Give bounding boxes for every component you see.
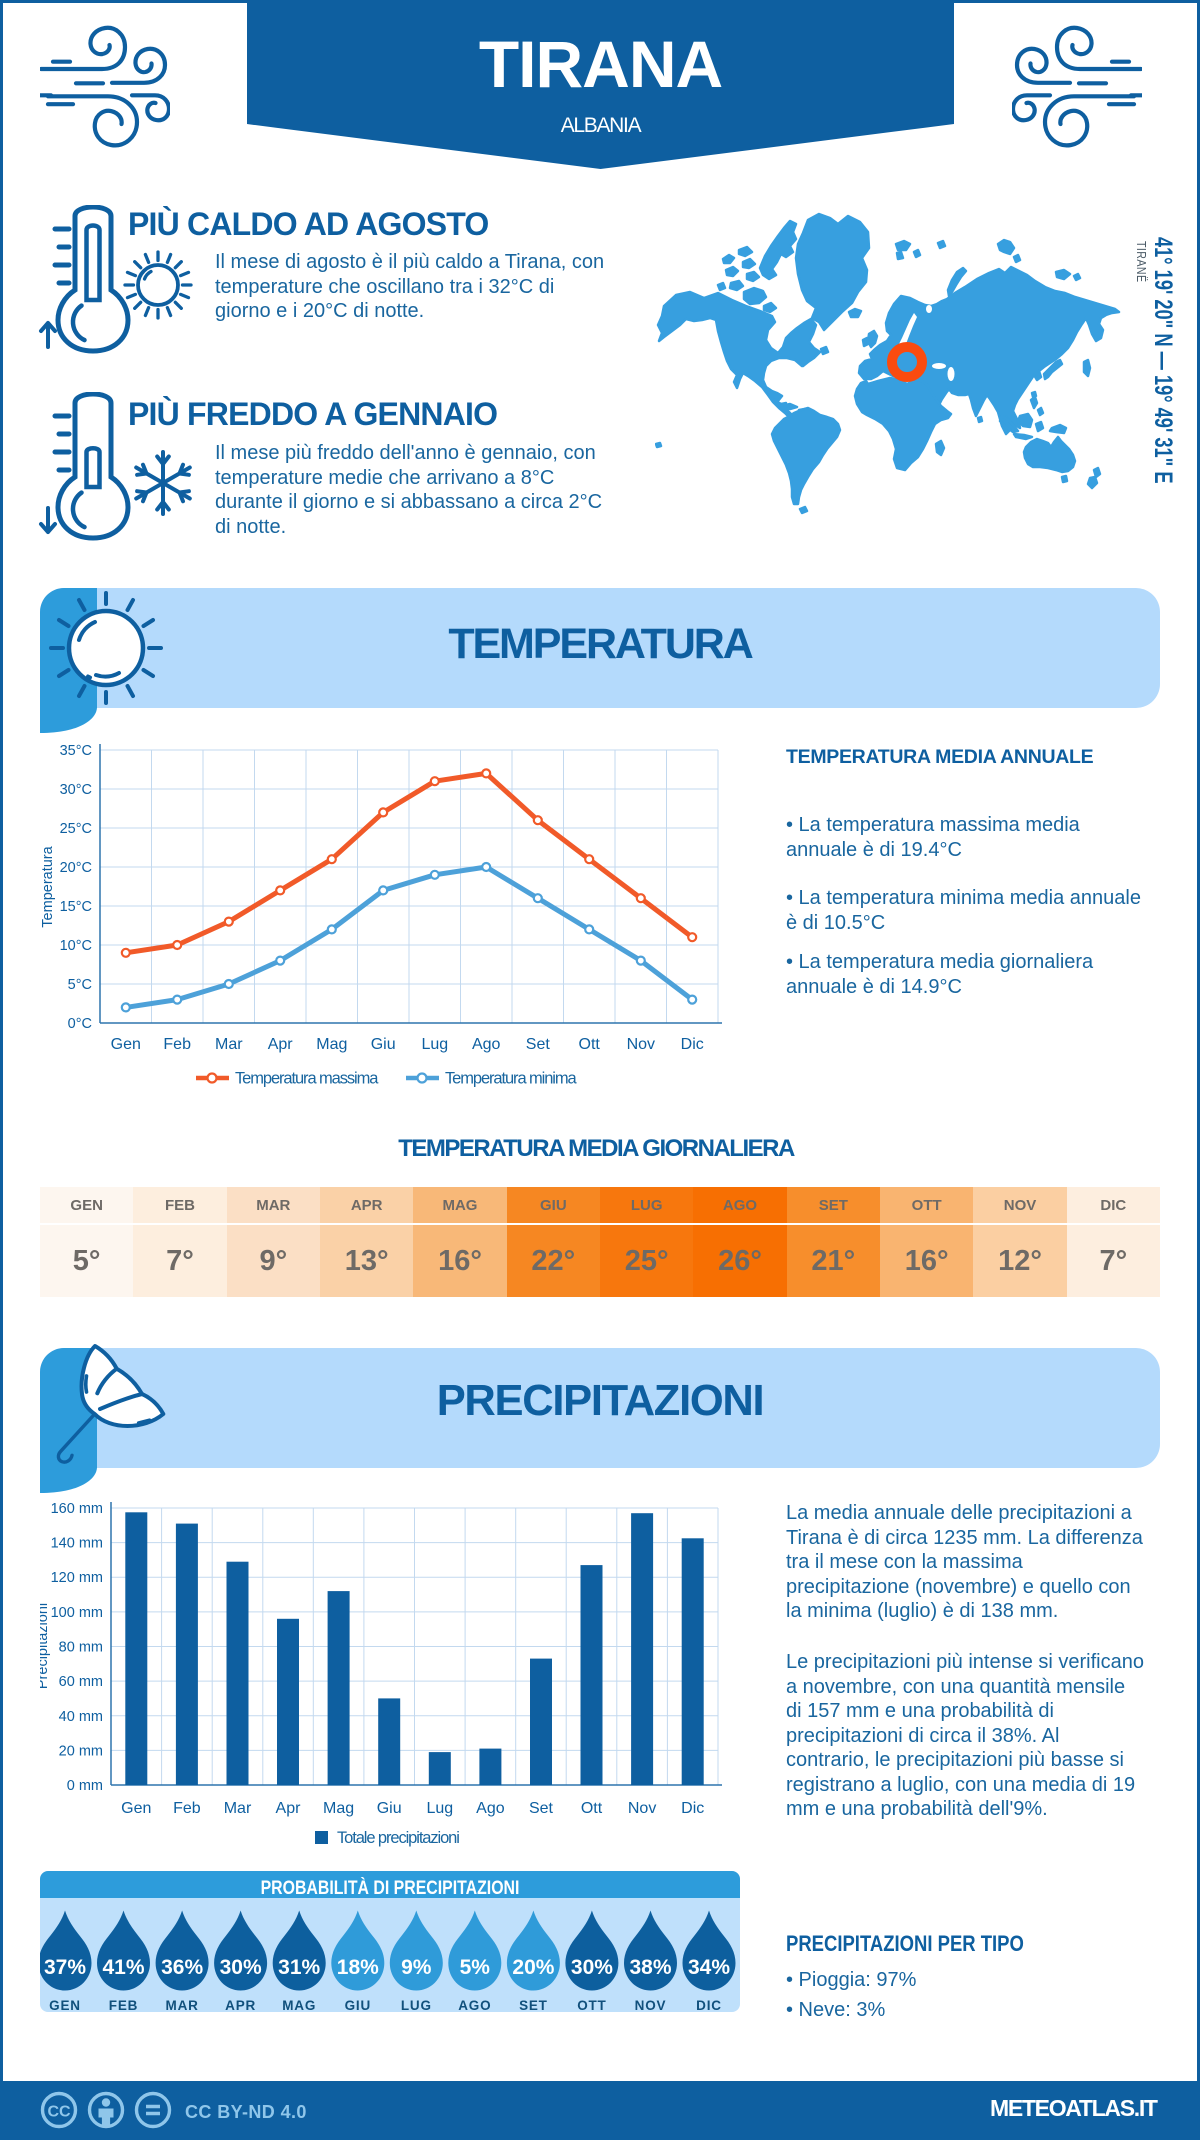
svg-text:Ago: Ago bbox=[472, 1036, 501, 1053]
svg-text:36%: 36% bbox=[161, 1956, 203, 1979]
svg-text:Nov: Nov bbox=[627, 1036, 655, 1053]
svg-text:Feb: Feb bbox=[173, 1800, 201, 1817]
svg-text:0°C: 0°C bbox=[68, 1016, 92, 1032]
svg-text:5%: 5% bbox=[460, 1956, 491, 1979]
svg-text:37%: 37% bbox=[44, 1956, 86, 1979]
svg-text:Totale precipitazioni: Totale precipitazioni bbox=[337, 1829, 459, 1847]
svg-text:30%: 30% bbox=[220, 1956, 262, 1979]
svg-text:MAR: MAR bbox=[166, 1998, 199, 2012]
svg-text:APR: APR bbox=[225, 1998, 256, 2012]
svg-text:Precipitazioni: Precipitazioni bbox=[40, 1603, 51, 1689]
svg-text:Set: Set bbox=[526, 1036, 551, 1053]
svg-text:Ago: Ago bbox=[476, 1800, 505, 1817]
svg-text:41%: 41% bbox=[102, 1956, 144, 1979]
svg-text:Lug: Lug bbox=[426, 1800, 453, 1817]
svg-text:OTT: OTT bbox=[577, 1998, 606, 2012]
svg-text:10°C: 10°C bbox=[60, 938, 92, 954]
svg-text:NOV: NOV bbox=[635, 1998, 667, 2012]
svg-text:GIU: GIU bbox=[345, 1998, 371, 2012]
svg-text:60 mm: 60 mm bbox=[59, 1674, 103, 1690]
svg-text:LUG: LUG bbox=[401, 1998, 432, 2012]
svg-text:140 mm: 140 mm bbox=[51, 1536, 103, 1552]
svg-text:Feb: Feb bbox=[163, 1036, 191, 1053]
svg-text:38%: 38% bbox=[629, 1956, 671, 1979]
svg-text:CC: CC bbox=[47, 2104, 71, 2121]
svg-text:Giu: Giu bbox=[377, 1800, 402, 1817]
svg-text:25°C: 25°C bbox=[60, 821, 92, 837]
svg-text:Apr: Apr bbox=[276, 1800, 302, 1817]
svg-text:80 mm: 80 mm bbox=[59, 1640, 103, 1656]
svg-text:100 mm: 100 mm bbox=[51, 1605, 103, 1621]
svg-text:20%: 20% bbox=[512, 1956, 554, 1979]
svg-text:Giu: Giu bbox=[371, 1036, 396, 1053]
svg-text:Temperatura minima: Temperatura minima bbox=[445, 1070, 578, 1088]
svg-text:31%: 31% bbox=[278, 1956, 320, 1979]
svg-text:35°C: 35°C bbox=[60, 743, 92, 759]
svg-text:SET: SET bbox=[519, 1998, 548, 2012]
svg-text:Gen: Gen bbox=[121, 1800, 151, 1817]
svg-text:Ott: Ott bbox=[581, 1800, 603, 1817]
svg-text:15°C: 15°C bbox=[60, 899, 92, 915]
svg-text:Temperatura massima: Temperatura massima bbox=[235, 1070, 379, 1088]
svg-text:30%: 30% bbox=[571, 1956, 613, 1979]
svg-text:5°C: 5°C bbox=[68, 977, 92, 993]
svg-text:Nov: Nov bbox=[628, 1800, 656, 1817]
svg-text:18%: 18% bbox=[337, 1956, 379, 1979]
svg-text:MAG: MAG bbox=[282, 1998, 316, 2012]
svg-text:20 mm: 20 mm bbox=[59, 1743, 103, 1759]
svg-text:Apr: Apr bbox=[268, 1036, 294, 1053]
svg-text:9%: 9% bbox=[401, 1956, 432, 1979]
svg-text:DIC: DIC bbox=[696, 1998, 722, 2012]
svg-text:30°C: 30°C bbox=[60, 782, 92, 798]
svg-text:0 mm: 0 mm bbox=[67, 1778, 103, 1794]
svg-text:Set: Set bbox=[529, 1800, 554, 1817]
svg-text:Mag: Mag bbox=[316, 1036, 347, 1053]
svg-text:GEN: GEN bbox=[49, 1998, 81, 2012]
svg-text:Gen: Gen bbox=[111, 1036, 141, 1053]
svg-text:120 mm: 120 mm bbox=[51, 1570, 103, 1586]
svg-text:Lug: Lug bbox=[421, 1036, 448, 1053]
svg-text:FEB: FEB bbox=[109, 1998, 138, 2012]
svg-text:34%: 34% bbox=[688, 1956, 730, 1979]
svg-text:Ott: Ott bbox=[579, 1036, 601, 1053]
svg-text:160 mm: 160 mm bbox=[51, 1501, 103, 1517]
svg-text:Mar: Mar bbox=[215, 1036, 243, 1053]
svg-text:Dic: Dic bbox=[681, 1036, 704, 1053]
svg-text:Mag: Mag bbox=[323, 1800, 354, 1817]
svg-text:Temperatura: Temperatura bbox=[40, 845, 56, 927]
svg-text:20°C: 20°C bbox=[60, 860, 92, 876]
svg-text:Mar: Mar bbox=[224, 1800, 252, 1817]
svg-text:AGO: AGO bbox=[458, 1998, 491, 2012]
svg-text:Dic: Dic bbox=[681, 1800, 704, 1817]
svg-text:40 mm: 40 mm bbox=[59, 1709, 103, 1725]
